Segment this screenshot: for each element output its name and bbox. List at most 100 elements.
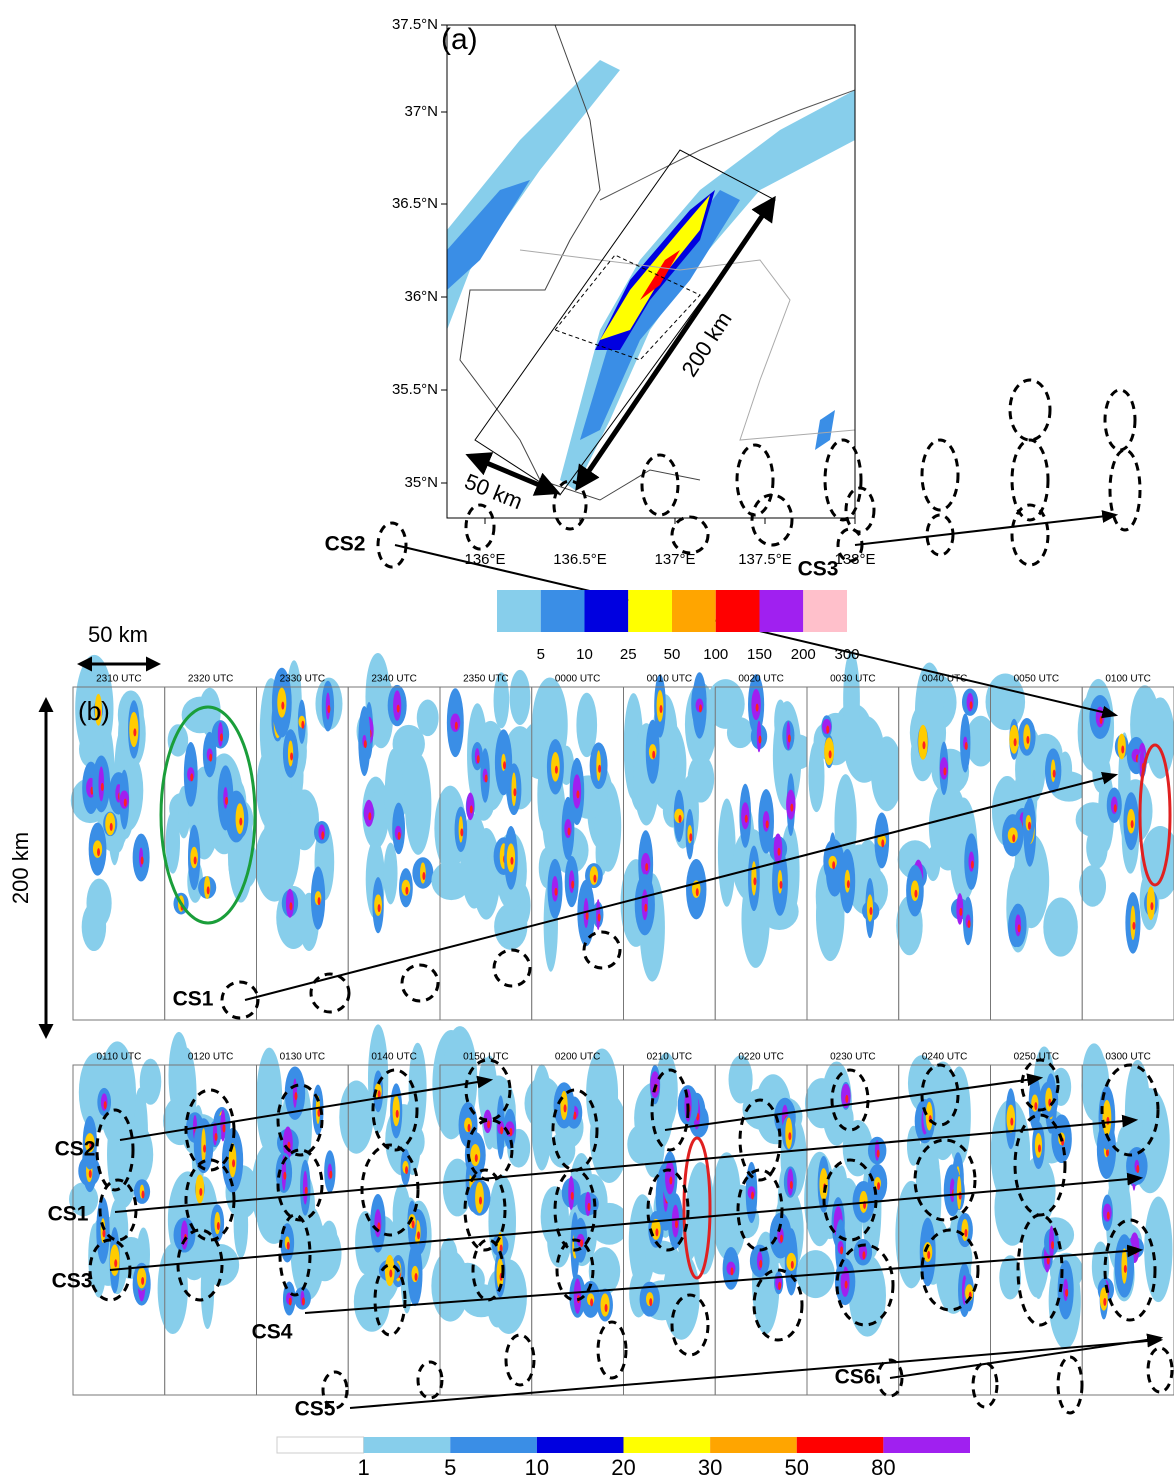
precip-core	[786, 721, 791, 750]
cell-outline	[752, 1268, 804, 1342]
precip-red	[678, 814, 682, 823]
precip-red	[503, 761, 507, 770]
precip-core	[1102, 1203, 1112, 1222]
time-label: 0240 UTC	[922, 1052, 968, 1063]
precip-light	[728, 1055, 753, 1104]
precip-red	[1046, 1256, 1050, 1265]
precip-light	[383, 842, 398, 905]
precip-red	[214, 1132, 218, 1141]
time-label: 0200 UTC	[555, 1052, 601, 1063]
precip-red	[100, 782, 104, 791]
colorbar-cell	[759, 590, 804, 632]
precip-red	[655, 1228, 659, 1237]
precip-red	[222, 1124, 226, 1133]
precip-red	[190, 773, 194, 782]
precip-core	[98, 766, 105, 802]
precip-core	[786, 789, 796, 820]
precip-light	[509, 669, 531, 726]
track-arrow	[114, 1114, 1139, 1213]
precip-red	[649, 1298, 653, 1307]
cell-label: CS3	[798, 558, 839, 581]
precip-core	[786, 1252, 797, 1271]
precip-red	[411, 1220, 415, 1229]
precip-red	[321, 831, 325, 840]
time-label: 2310 UTC	[96, 674, 142, 685]
precip-light	[848, 1254, 887, 1337]
precip-red	[317, 897, 321, 906]
track-arrow	[889, 1333, 1164, 1379]
cell-outline	[276, 1083, 324, 1157]
precip-light	[1142, 1106, 1157, 1142]
precip-core	[1023, 724, 1031, 750]
precip-core	[1146, 886, 1156, 921]
time-label: 2320 UTC	[188, 674, 234, 685]
precip-red	[554, 887, 558, 896]
precip-red	[414, 1272, 418, 1281]
precip-core	[475, 1181, 484, 1214]
precip-core	[1045, 1087, 1053, 1112]
precip-core	[583, 897, 589, 929]
precip-red	[281, 701, 285, 710]
colorbar-label: 50	[785, 1455, 809, 1480]
precip-red	[593, 874, 597, 883]
cell-label: CS5	[295, 1398, 336, 1421]
precip-red	[845, 1094, 849, 1103]
precip-core	[1117, 733, 1126, 760]
cell-outline	[822, 1158, 878, 1242]
cell-outline	[1016, 1213, 1064, 1327]
precip-red	[1105, 1148, 1109, 1157]
precip-red	[645, 863, 649, 872]
time-label: 2330 UTC	[280, 674, 326, 685]
cell-outline	[670, 515, 710, 555]
precip-core	[285, 888, 294, 918]
precip-red	[927, 1250, 931, 1259]
precip-red	[219, 733, 223, 742]
precip-light	[494, 903, 528, 950]
precip-light	[586, 1048, 619, 1140]
precip-core	[787, 1168, 794, 1196]
precip-core	[572, 774, 582, 809]
precip-red	[567, 827, 571, 836]
cell-outline	[463, 1168, 507, 1252]
precip-core	[641, 889, 648, 921]
cell-outline	[1103, 388, 1137, 452]
precip-red	[1130, 820, 1134, 829]
time-label: 0300 UTC	[1105, 1052, 1151, 1063]
precip-light	[808, 740, 825, 813]
precip-core	[968, 851, 975, 872]
precip-red	[329, 1170, 333, 1179]
precip-red	[417, 1231, 421, 1240]
precip-red	[133, 728, 137, 737]
precip-red	[758, 735, 762, 744]
precip-red	[846, 880, 850, 889]
panel-frame	[1081, 686, 1174, 1021]
precip-red	[368, 812, 372, 821]
precip-red	[914, 889, 918, 898]
precip-core	[756, 720, 762, 753]
precip-red	[209, 753, 213, 762]
precip-red	[652, 750, 656, 759]
precip-core	[374, 894, 383, 916]
precip-light	[233, 1191, 249, 1259]
precip-light	[408, 1042, 427, 1135]
precip-red	[877, 1182, 881, 1191]
cell-outline	[184, 1158, 236, 1242]
precip-core	[419, 862, 426, 884]
track-arrow	[854, 510, 1119, 546]
precip-core	[956, 893, 964, 925]
colorbar-label: 80	[871, 1455, 895, 1480]
precip-red	[405, 1166, 409, 1175]
cell-outline	[88, 1238, 132, 1302]
lon-label: 136°E	[464, 551, 505, 568]
colorbar-cell	[628, 590, 672, 632]
precip-red	[1065, 1288, 1069, 1297]
precip-light	[588, 1247, 621, 1296]
precip-light	[1079, 865, 1107, 907]
cell-outline	[321, 1370, 349, 1410]
track-arrow	[664, 1073, 1044, 1131]
precip-red	[751, 1191, 755, 1200]
scale-vertical-label: 200 km	[8, 832, 33, 904]
precip-red	[604, 1303, 608, 1312]
precip-red	[389, 1269, 393, 1278]
precip-red	[377, 904, 381, 913]
